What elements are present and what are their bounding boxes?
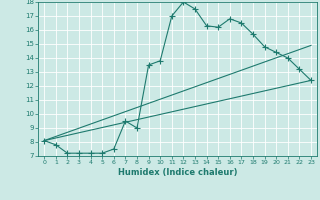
X-axis label: Humidex (Indice chaleur): Humidex (Indice chaleur): [118, 168, 237, 177]
